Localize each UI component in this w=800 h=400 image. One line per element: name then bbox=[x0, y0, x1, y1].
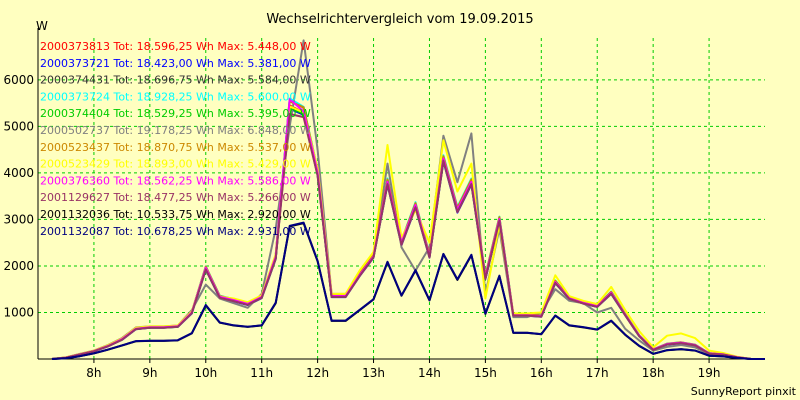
legend-entry-7: 2000523429 Tot: 18.893,00 Wh Max: 5.429,… bbox=[40, 158, 311, 171]
y-tick-label-0: 1000 bbox=[3, 305, 34, 319]
y-axis-unit-label: W bbox=[36, 19, 48, 33]
legend: 2000373813 Tot: 18.596,25 Wh Max: 5.448,… bbox=[40, 40, 311, 238]
legend-entry-5: 2000502737 Tot: 19.178,25 Wh Max: 6.848,… bbox=[40, 124, 311, 137]
legend-entry-3: 2000373724 Tot: 18.928,25 Wh Max: 5.600,… bbox=[40, 90, 311, 103]
x-tick-label-8: 16h bbox=[530, 366, 553, 380]
legend-entry-11: 2001132087 Tot: 10.678,25 Wh Max: 2.931,… bbox=[40, 225, 311, 238]
y-tick-label-3: 4000 bbox=[3, 166, 34, 180]
series-line-11 bbox=[51, 221, 765, 360]
legend-entry-4: 2000374404 Tot: 18.529,25 Wh Max: 5.395,… bbox=[40, 107, 311, 120]
y-tick-label-1: 2000 bbox=[3, 259, 34, 273]
legend-entry-9: 2001129627 Tot: 18.477,25 Wh Max: 5.266,… bbox=[40, 191, 311, 204]
x-tick-label-10: 18h bbox=[642, 366, 665, 380]
y-tick-label-2: 3000 bbox=[3, 212, 34, 226]
series-lines bbox=[51, 39, 765, 360]
legend-entry-6: 2000523437 Tot: 18.870,75 Wh Max: 5.537,… bbox=[40, 141, 311, 154]
x-tick-label-1: 9h bbox=[142, 366, 157, 380]
y-tick-label-4: 5000 bbox=[3, 119, 34, 133]
x-tick-label-5: 13h bbox=[362, 366, 385, 380]
x-tick-label-2: 10h bbox=[194, 366, 217, 380]
x-tick-label-3: 11h bbox=[250, 366, 273, 380]
series-line-9 bbox=[51, 113, 765, 360]
x-tick-label-4: 12h bbox=[306, 366, 329, 380]
legend-entry-1: 2000373721 Tot: 18.423,00 Wh Max: 5.381,… bbox=[40, 57, 311, 70]
x-tick-label-7: 15h bbox=[474, 366, 497, 380]
axes: 1000 2000 3000 4000 5000 6000 8h 9h 10h 11h 12h 13h… bbox=[3, 28, 765, 380]
x-tick-label-9: 17h bbox=[586, 366, 609, 380]
x-tick-label-6: 14h bbox=[418, 366, 441, 380]
grid-lines bbox=[38, 38, 765, 359]
legend-entry-0: 2000373813 Tot: 18.596,25 Wh Max: 5.448,… bbox=[40, 40, 311, 53]
x-tick-label-0: 8h bbox=[86, 366, 101, 380]
legend-entry-10: 2001132036 Tot: 10.533,75 Wh Max: 2.920,… bbox=[40, 208, 311, 221]
x-tick-label-11: 19h bbox=[698, 366, 721, 380]
legend-entry-8: 2000376360 Tot: 18.562,25 Wh Max: 5.586,… bbox=[40, 174, 311, 187]
y-tick-label-5: 6000 bbox=[3, 73, 34, 87]
footer-credit: SunnyReport pinxit bbox=[691, 385, 797, 398]
legend-entry-2: 2000374431 Tot: 18.696,75 Wh Max: 5.584,… bbox=[40, 74, 311, 87]
chart-title: Wechselrichtervergleich vom 19.09.2015 bbox=[266, 12, 533, 27]
